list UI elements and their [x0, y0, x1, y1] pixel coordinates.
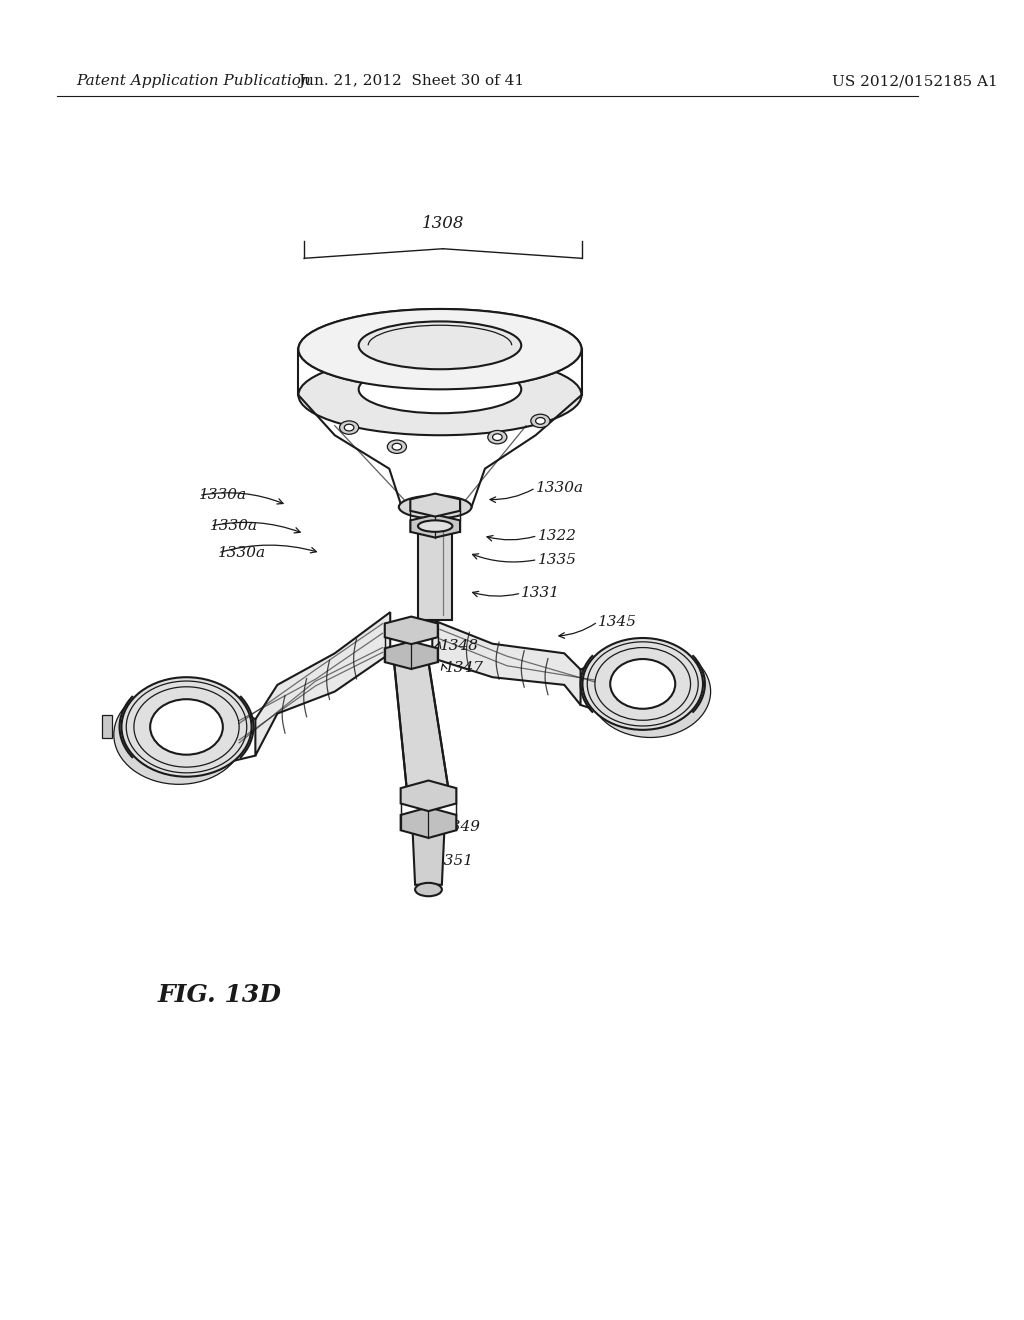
Text: 1308: 1308	[422, 215, 464, 231]
Text: 1345: 1345	[598, 615, 637, 628]
Ellipse shape	[298, 355, 582, 436]
Text: 1351: 1351	[435, 854, 474, 867]
Ellipse shape	[392, 444, 401, 450]
Ellipse shape	[387, 440, 407, 453]
Text: 1330a: 1330a	[218, 546, 266, 560]
Ellipse shape	[298, 309, 582, 389]
Text: Jun. 21, 2012  Sheet 30 of 41: Jun. 21, 2012 Sheet 30 of 41	[298, 74, 524, 88]
Ellipse shape	[358, 322, 521, 370]
Ellipse shape	[415, 883, 442, 896]
Ellipse shape	[493, 434, 502, 441]
Ellipse shape	[536, 417, 545, 424]
Polygon shape	[418, 527, 453, 620]
Text: 1335: 1335	[538, 553, 577, 566]
Ellipse shape	[590, 645, 711, 738]
Ellipse shape	[358, 322, 521, 370]
Polygon shape	[102, 715, 112, 738]
Ellipse shape	[298, 309, 582, 389]
Ellipse shape	[344, 424, 354, 430]
Polygon shape	[432, 620, 581, 705]
Text: Patent Application Publication: Patent Application Publication	[77, 74, 311, 88]
Ellipse shape	[583, 638, 703, 730]
Ellipse shape	[398, 495, 471, 519]
Text: US 2012/0152185 A1: US 2012/0152185 A1	[833, 74, 997, 88]
Ellipse shape	[487, 430, 507, 444]
Polygon shape	[385, 616, 438, 644]
Ellipse shape	[122, 677, 252, 776]
Text: 1330a: 1330a	[210, 519, 258, 533]
Polygon shape	[411, 494, 460, 516]
Ellipse shape	[358, 366, 521, 413]
Text: 1348: 1348	[440, 639, 479, 652]
Polygon shape	[411, 515, 460, 537]
Ellipse shape	[151, 700, 223, 755]
Text: 1330a: 1330a	[199, 488, 247, 503]
Ellipse shape	[610, 659, 675, 709]
Text: 1347: 1347	[444, 660, 483, 675]
Text: 1322: 1322	[538, 529, 577, 543]
Text: 1331: 1331	[521, 586, 560, 601]
Ellipse shape	[418, 520, 453, 532]
Polygon shape	[385, 642, 438, 669]
Polygon shape	[255, 612, 390, 755]
Ellipse shape	[114, 685, 244, 784]
Text: 1349: 1349	[442, 820, 481, 834]
Polygon shape	[413, 822, 444, 884]
Polygon shape	[400, 808, 457, 838]
Polygon shape	[400, 780, 457, 810]
Text: 1330a: 1330a	[536, 480, 584, 495]
Text: FIG. 13D: FIG. 13D	[158, 983, 282, 1007]
Ellipse shape	[530, 414, 550, 428]
Ellipse shape	[340, 421, 358, 434]
Polygon shape	[394, 663, 450, 796]
